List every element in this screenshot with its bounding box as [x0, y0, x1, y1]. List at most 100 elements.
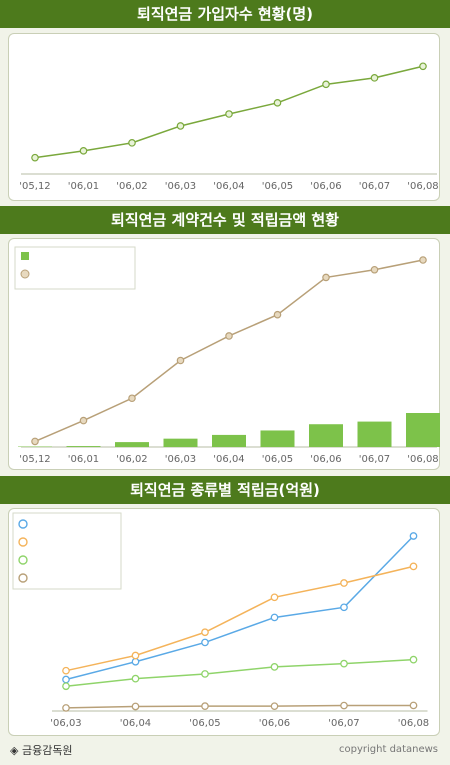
chart3-svg: '06,03 '06,04 '06,05 '06,06 '06,07 '06,08 — [12, 512, 429, 729]
chart2-contracts-point — [370, 265, 379, 274]
chart3-legend-swatch — [18, 555, 28, 565]
chart3-point — [340, 701, 348, 710]
chart3-series-line — [65, 658, 414, 687]
chart3-point — [131, 674, 140, 683]
chart2-x-tick-label: '06,04 — [213, 454, 244, 465]
chart2-x-tick-label: '06,02 — [116, 454, 147, 465]
chart2-x-tick-label: '06,01 — [68, 454, 99, 465]
chart2-legend-box — [14, 246, 136, 290]
chart2-contracts-point — [225, 332, 233, 340]
chart3-x-tick-label: '06,05 — [189, 718, 220, 729]
chart3-point — [62, 675, 70, 684]
chart3-legend-swatch — [18, 519, 28, 529]
chart3-title-band: 퇴직연금 종류별 적립금(억원) — [0, 476, 450, 504]
chart3-point — [270, 593, 279, 602]
chart2-svg: '05,12 '06,01 '06,02 '06,03 '06,04 '06,05 '06,… — [14, 246, 440, 465]
chart3-point — [270, 663, 279, 671]
chart3-series-line — [65, 565, 414, 672]
chart3-point — [62, 682, 70, 691]
chart2-contracts-point — [419, 256, 427, 264]
chart2-bar — [115, 442, 149, 447]
chart2-title: 퇴직연금 계약건수 및 적립금액 현황 — [111, 211, 339, 229]
chart2-contracts-point — [79, 416, 88, 425]
copyright-label: copyright datanews — [339, 744, 438, 755]
chart3-point — [409, 655, 418, 664]
chart3-point — [201, 702, 209, 710]
chart2-bar — [66, 446, 101, 447]
chart1-point — [419, 62, 427, 71]
chart3-point — [409, 701, 418, 710]
chart1-x-tick-label: '06,07 — [359, 181, 390, 192]
chart3-x-tick-label: '06,03 — [50, 718, 81, 729]
chart3-legend-swatch — [18, 573, 28, 583]
chart1-point — [273, 99, 282, 107]
chart1-title-band: 퇴직연금 가입자수 현황(명) — [0, 0, 450, 28]
chart3-point — [131, 702, 140, 711]
chart2-legend-line-swatch — [20, 269, 30, 279]
chart1-point — [225, 110, 233, 118]
chart1-x-tick-label: '06,02 — [116, 181, 147, 192]
chart2-contracts-point — [31, 437, 39, 446]
chart3-series-line — [65, 535, 415, 681]
chart3-point — [409, 532, 418, 540]
chart3-point — [409, 562, 418, 571]
chart3-legend-box — [12, 512, 122, 590]
chart3-point — [131, 651, 140, 660]
chart1-x-tick-label: '06,08 — [407, 181, 438, 192]
chart3-panel: '06,03 '06,04 '06,05 '06,06 '06,07 '06,08 — [8, 508, 440, 736]
chart2-x-tick-label: '06,05 — [262, 454, 293, 465]
chart2-contracts-point — [322, 273, 330, 282]
chart1-point — [128, 139, 136, 147]
chart1-x-tick-label: '06,05 — [262, 181, 293, 192]
chart2-bar — [212, 434, 246, 447]
chart3-point — [340, 659, 348, 668]
chart2-bar — [357, 421, 392, 447]
chart3-x-tick-label: '06,04 — [120, 718, 151, 729]
chart1-x-tick-label: '06,06 — [310, 181, 341, 192]
chart2-title-band: 퇴직연금 계약건수 및 적립금액 현황 — [0, 206, 450, 234]
chart2-x-tick-label: '06,08 — [407, 454, 438, 465]
chart3-x-tick-label: '06,07 — [328, 718, 359, 729]
chart1-point — [31, 153, 39, 162]
chart3-point — [201, 638, 209, 647]
chart3-point — [340, 579, 348, 587]
chart2-x-tick-label: '05,12 — [19, 454, 50, 465]
chart2-panel: '05,12 '06,01 '06,02 '06,03 '06,04 '06,05 '06,… — [8, 238, 440, 470]
chart1-x-tick-label: '05,12 — [19, 181, 50, 192]
chart3-point — [131, 657, 140, 666]
chart3-point — [62, 704, 70, 712]
chart1-x-tick-label: '06,01 — [68, 181, 99, 192]
chart3-legend-swatch — [18, 537, 28, 547]
chart3-point — [201, 628, 209, 637]
chart1-point — [176, 122, 185, 130]
chart2-legend-bar-swatch — [21, 252, 29, 260]
chart1-title: 퇴직연금 가입자수 현황(명) — [137, 5, 313, 23]
chart1-x-tick-label: '06,03 — [165, 181, 196, 192]
chart3-point — [270, 613, 279, 622]
chart2-bar — [260, 430, 295, 447]
chart1-point — [322, 80, 330, 89]
chart1-panel: '05,12 '06,01 '06,02 '06,03 '06,04 '06,05 '06,… — [8, 33, 440, 201]
chart2-x-tick-label: '06,07 — [359, 454, 390, 465]
chart2-x-tick-label: '06,03 — [165, 454, 196, 465]
chart3-point — [62, 666, 70, 675]
source-label: ◈ 금융감독원 — [10, 744, 73, 757]
chart1-point — [370, 74, 379, 82]
chart2-contracts-point — [273, 310, 282, 319]
chart2-bar — [309, 424, 343, 447]
chart2-bar — [163, 438, 198, 447]
chart3-x-tick-label: '06,06 — [259, 718, 290, 729]
chart1-x-tick-label: '06,04 — [213, 181, 244, 192]
chart2-contracts-point — [128, 394, 136, 403]
chart3-title: 퇴직연금 종류별 적립금(억원) — [130, 481, 320, 499]
chart2-contracts-point — [176, 356, 185, 365]
chart2-x-tick-label: '06,06 — [310, 454, 341, 465]
chart3-x-tick-label: '06,08 — [398, 718, 429, 729]
chart1-svg: '05,12 '06,01 '06,02 '06,03 '06,04 '06,05 '06,… — [19, 62, 439, 192]
chart3-point — [201, 670, 209, 678]
chart3-point — [270, 702, 279, 711]
chart3-point — [340, 603, 348, 612]
chart2-bar — [406, 413, 440, 447]
chart1-point — [79, 147, 88, 155]
chart3-series-line — [65, 704, 414, 709]
